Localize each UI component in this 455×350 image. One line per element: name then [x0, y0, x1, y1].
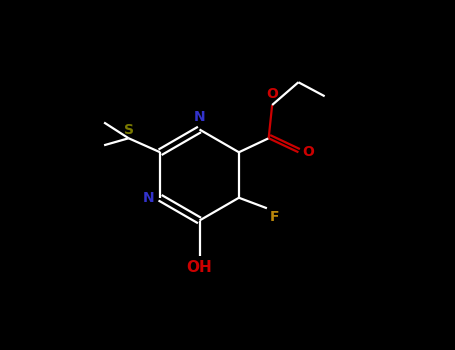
Text: O: O	[266, 87, 278, 101]
Text: S: S	[124, 122, 134, 136]
Text: N: N	[143, 191, 155, 205]
Text: F: F	[270, 210, 279, 224]
Text: N: N	[194, 110, 205, 124]
Text: OH: OH	[187, 260, 212, 275]
Text: O: O	[303, 145, 314, 159]
